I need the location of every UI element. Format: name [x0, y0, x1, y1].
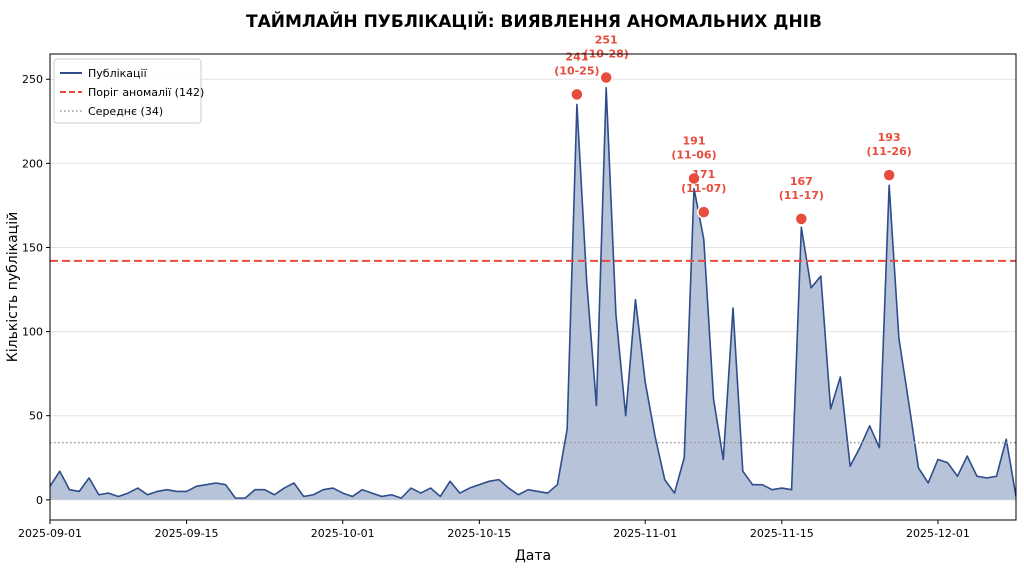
anomaly-value-label: 193: [878, 131, 901, 144]
anomaly-value-label: 251: [595, 34, 618, 47]
x-tick-label: 2025-11-15: [750, 527, 814, 540]
legend-box: [53, 58, 202, 124]
anomaly-date-label: (10-25): [554, 64, 599, 77]
anomaly-marker: [882, 168, 896, 182]
axis-layer: 0 50 100 150 200 250 2025-09-01 2025-09-15 2025-…: [18, 73, 970, 540]
x-tick-label: 2025-10-15: [447, 527, 511, 540]
reference-lines: [50, 259, 1016, 444]
anomaly-date-label: (11-17): [779, 189, 824, 202]
anomaly-marker: [570, 87, 584, 102]
y-tick-label: 250: [22, 73, 43, 86]
y-tick-label: 50: [29, 410, 43, 423]
y-axis-label: Кількість публікацій: [5, 212, 21, 362]
x-tick-label: 2025-09-01: [18, 527, 82, 540]
chart-title: ТАЙМЛАЙН ПУБЛІКАЦІЙ: ВИЯВЛЕННЯ АНОМАЛЬНИ…: [246, 10, 822, 32]
legend: Публікації Поріг аномалії (142) Середнє …: [53, 58, 204, 124]
x-axis-label: Дата: [515, 548, 551, 564]
anomaly-value-label: 167: [790, 175, 813, 188]
y-tick-label: 150: [22, 241, 43, 254]
series-layer: [49, 86, 1017, 500]
x-tick-label: 2025-11-01: [613, 527, 677, 540]
plot-frame: [49, 53, 1017, 521]
legend-threshold-label: Поріг аномалії (142): [88, 86, 204, 99]
anomaly-marker: [687, 171, 701, 186]
x-tick-label: 2025-12-01: [906, 527, 970, 540]
anomaly-marker: [599, 70, 613, 85]
x-tick-label: 2025-10-01: [311, 527, 375, 540]
legend-mean-label: Середнє (34): [88, 105, 163, 118]
anomaly-date-label: (11-26): [867, 145, 912, 158]
y-tick-label: 200: [22, 157, 43, 170]
anomaly-value-label: 191: [683, 134, 706, 147]
x-tick-label: 2025-09-15: [155, 527, 219, 540]
anomaly-date-label: (11-06): [671, 148, 716, 161]
y-tick-label: 100: [22, 326, 43, 339]
anomaly-value-label: 171: [692, 168, 715, 181]
legend-series-label: Публікації: [88, 67, 148, 80]
series-line: [49, 86, 1017, 499]
anomaly-date-label: (11-07): [681, 182, 726, 195]
anomaly-marker: [697, 205, 711, 219]
y-tick-label: 0: [36, 494, 43, 507]
anomaly-marker: [794, 212, 809, 226]
